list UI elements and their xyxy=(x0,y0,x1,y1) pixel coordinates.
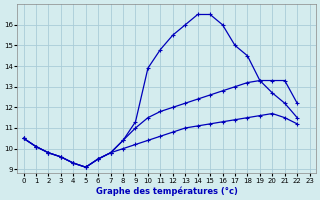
X-axis label: Graphe des températures (°c): Graphe des températures (°c) xyxy=(96,186,237,196)
